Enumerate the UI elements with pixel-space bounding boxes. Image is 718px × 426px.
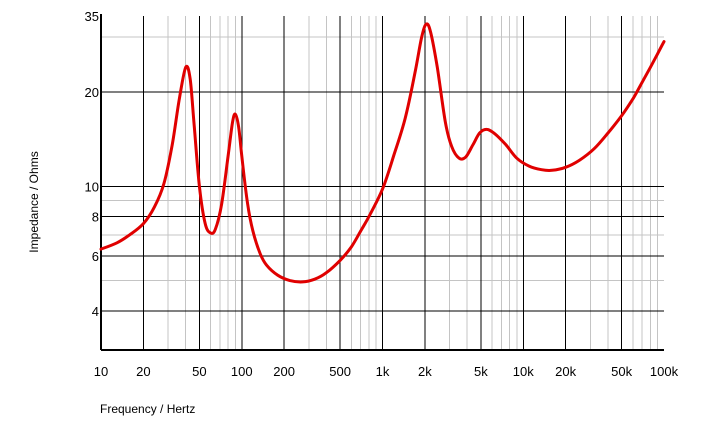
y-tick-label: 20 xyxy=(85,85,99,100)
x-tick-label: 5k xyxy=(474,364,488,379)
x-tick-label: 1k xyxy=(376,364,390,379)
x-tick-label: 10k xyxy=(513,364,534,379)
x-tick-label: 100k xyxy=(650,364,679,379)
y-axis-label: Impedance / Ohms xyxy=(27,151,41,252)
x-tick-label: 200 xyxy=(273,364,295,379)
y-tick-label: 6 xyxy=(92,249,99,264)
x-tick-label: 50 xyxy=(192,364,206,379)
x-tick-label: 500 xyxy=(329,364,351,379)
x-axis-label: Frequency / Hertz xyxy=(100,402,195,416)
x-tick-label: 50k xyxy=(611,364,632,379)
tick-labels: 10 20 50 100 200 500 1k 2k 5k 10k 20k 50k 100k 4 6 8 10 2… xyxy=(85,9,679,379)
y-tick-label: 4 xyxy=(92,304,99,319)
x-tick-label: 20k xyxy=(555,364,576,379)
grid-lines xyxy=(100,14,664,351)
x-tick-label: 2k xyxy=(418,364,432,379)
x-tick-label: 20 xyxy=(136,364,150,379)
y-tick-label: 35 xyxy=(85,9,99,24)
x-tick-label: 10 xyxy=(94,364,108,379)
impedance-curve xyxy=(99,22,666,284)
y-tick-label: 8 xyxy=(92,210,99,225)
x-tick-label: 100 xyxy=(231,364,253,379)
y-tick-label: 10 xyxy=(85,179,99,194)
